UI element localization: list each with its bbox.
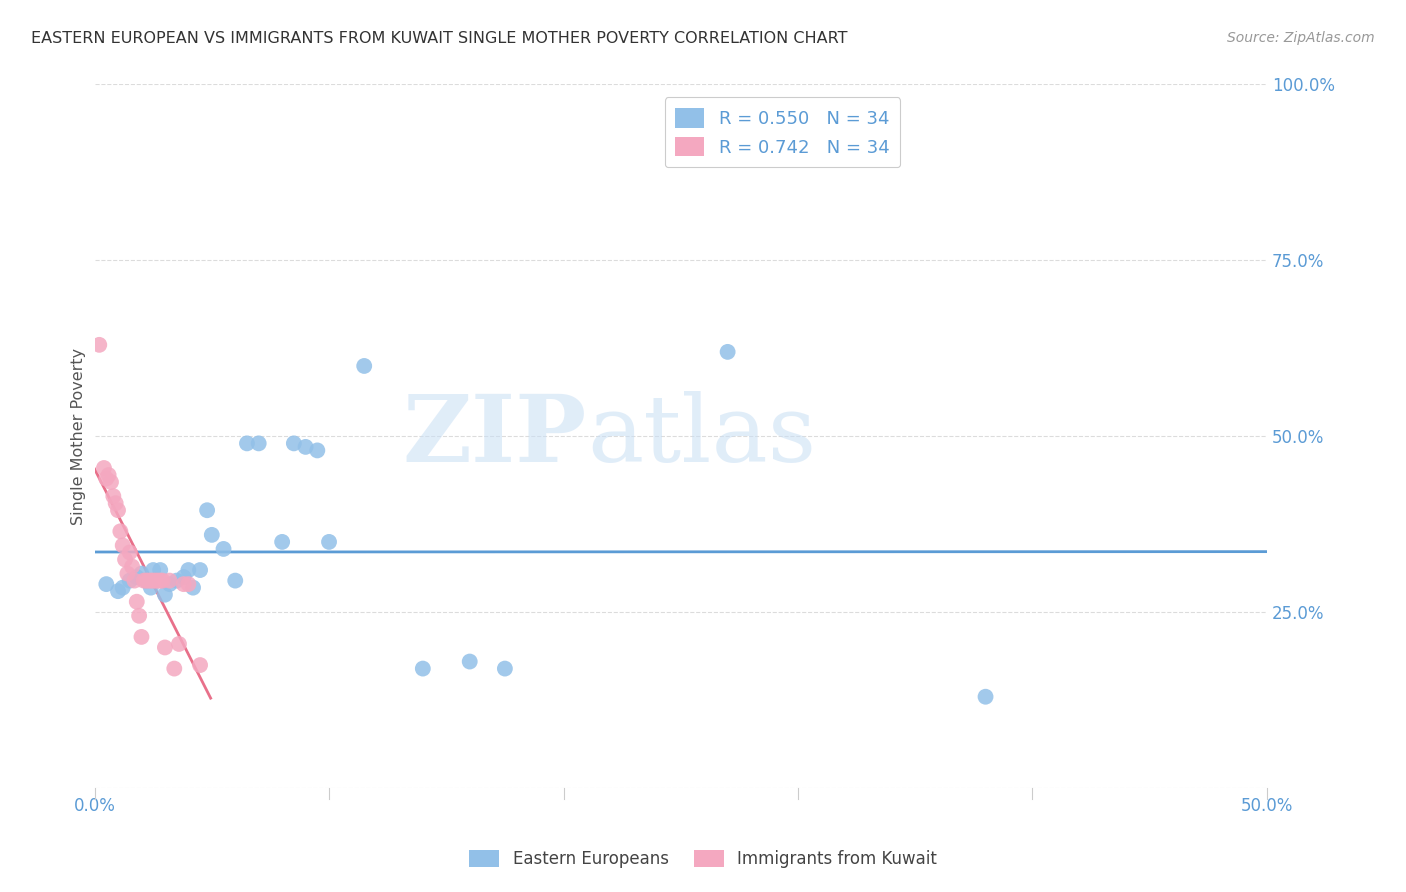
Point: [159, 577, 181, 591]
Point: [145, 574, 167, 588]
Point: [177, 563, 200, 577]
Point: [166, 574, 188, 588]
Point: [100, 475, 122, 489]
Point: [247, 436, 270, 450]
Point: [117, 566, 139, 581]
Point: [494, 662, 516, 676]
Point: [188, 563, 211, 577]
Point: [93, 461, 115, 475]
Point: [114, 552, 136, 566]
Point: [146, 574, 169, 588]
Point: [131, 566, 153, 581]
Point: [103, 489, 125, 503]
Text: EASTERN EUROPEAN VS IMMIGRANTS FROM KUWAIT SINGLE MOTHER POVERTY CORRELATION CHA: EASTERN EUROPEAN VS IMMIGRANTS FROM KUWA…: [31, 31, 848, 46]
Point: [128, 608, 150, 623]
Point: [307, 443, 329, 458]
Point: [138, 574, 160, 588]
Point: [97, 468, 120, 483]
Point: [142, 563, 165, 577]
Point: [118, 574, 141, 588]
Text: Source: ZipAtlas.com: Source: ZipAtlas.com: [1227, 31, 1375, 45]
Point: [118, 545, 141, 559]
Point: [111, 581, 134, 595]
Point: [163, 662, 186, 676]
Point: [121, 559, 143, 574]
Legend: Eastern Europeans, Immigrants from Kuwait: Eastern Europeans, Immigrants from Kuwai…: [463, 843, 943, 875]
Point: [139, 581, 162, 595]
Point: [173, 570, 195, 584]
Point: [974, 690, 997, 704]
Point: [153, 640, 176, 655]
Point: [139, 574, 162, 588]
Point: [353, 359, 375, 373]
Point: [125, 570, 148, 584]
Point: [188, 658, 211, 673]
Point: [195, 503, 218, 517]
Point: [111, 538, 134, 552]
Point: [177, 577, 200, 591]
Text: ZIP: ZIP: [402, 392, 586, 482]
Point: [124, 574, 146, 588]
Point: [212, 541, 235, 556]
Point: [159, 574, 181, 588]
Point: [153, 588, 176, 602]
Point: [152, 574, 174, 588]
Point: [96, 577, 118, 591]
Point: [181, 581, 204, 595]
Point: [283, 436, 305, 450]
Point: [412, 662, 434, 676]
Point: [107, 584, 129, 599]
Point: [458, 655, 481, 669]
Point: [149, 563, 172, 577]
Point: [104, 496, 127, 510]
Point: [717, 344, 740, 359]
Point: [294, 440, 316, 454]
Point: [142, 574, 165, 588]
Point: [318, 535, 340, 549]
Point: [167, 637, 190, 651]
Point: [173, 577, 195, 591]
Point: [125, 595, 148, 609]
Point: [271, 535, 294, 549]
Point: [89, 338, 111, 352]
Point: [131, 630, 153, 644]
Point: [236, 436, 259, 450]
Point: [96, 472, 118, 486]
Legend: R = 0.550   N = 34, R = 0.742   N = 34: R = 0.550 N = 34, R = 0.742 N = 34: [665, 97, 900, 168]
Point: [149, 574, 172, 588]
Point: [107, 503, 129, 517]
Point: [135, 574, 157, 588]
Point: [201, 528, 224, 542]
Text: atlas: atlas: [586, 392, 817, 482]
Point: [224, 574, 246, 588]
Point: [132, 574, 155, 588]
Point: [110, 524, 132, 539]
Point: [135, 574, 157, 588]
Y-axis label: Single Mother Poverty: Single Mother Poverty: [72, 348, 86, 524]
